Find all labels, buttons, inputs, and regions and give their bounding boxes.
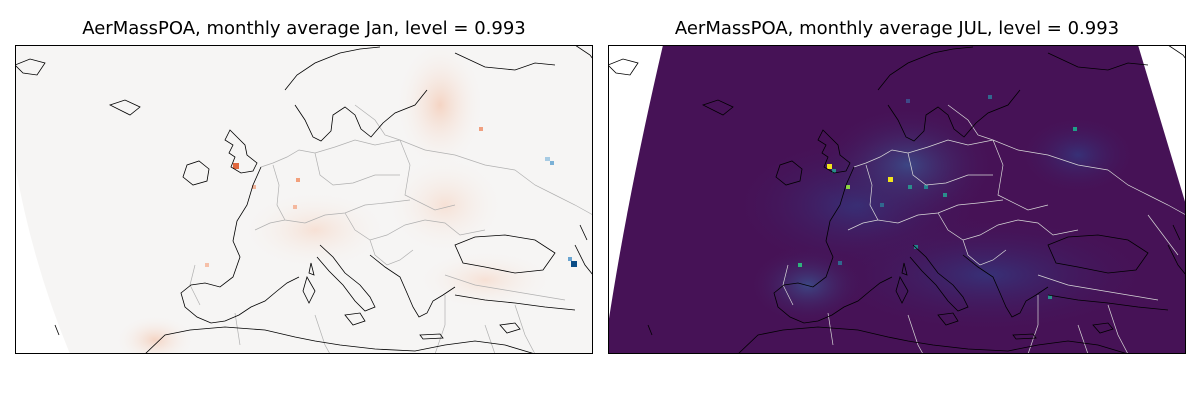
panel-title-jul: AerMassPOA, monthly average JUL, level =… [674, 18, 1120, 39]
hotspot-london [233, 163, 239, 169]
hotspot-london-jul [827, 164, 832, 169]
map-panel-jan [15, 45, 593, 354]
hotspot-negative [571, 261, 577, 267]
coastlines-jul [608, 45, 1186, 354]
map-jan-svg [15, 45, 593, 354]
country-borders-jul [782, 104, 1186, 354]
map-jul-svg [608, 45, 1186, 354]
map-frame-jan [15, 45, 593, 354]
map-panel-jul [608, 45, 1186, 354]
map-frame-jul [608, 45, 1186, 354]
coastlines-jan [15, 45, 593, 354]
panel-title-jan: AerMassPOA, monthly average Jan, level =… [82, 18, 526, 39]
country-borders-jan [189, 104, 593, 354]
